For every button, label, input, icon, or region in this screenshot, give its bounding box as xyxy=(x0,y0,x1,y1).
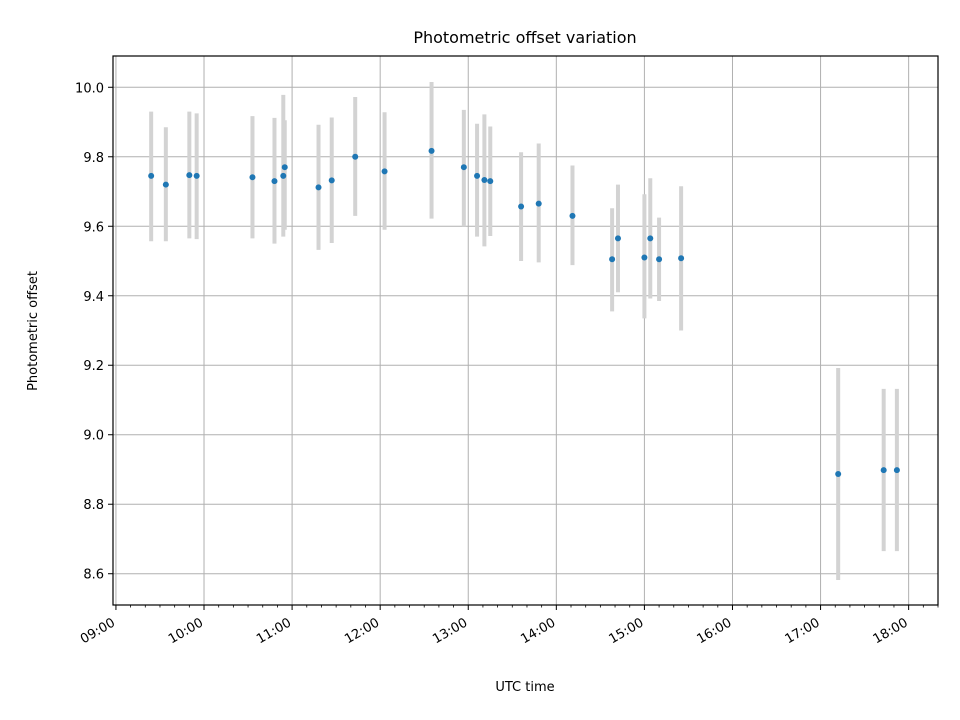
x-tick-label: 11:00 xyxy=(254,615,294,647)
data-point xyxy=(328,177,335,184)
x-tick-label: 13:00 xyxy=(430,615,470,647)
x-tick-label: 18:00 xyxy=(871,615,911,647)
y-axis-label: Photometric offset xyxy=(26,271,41,391)
y-tick-label: 9.6 xyxy=(83,220,104,235)
data-point xyxy=(315,184,322,191)
x-axis-ticks: 09:00 10:00 11:00 12:00 13:00 14:00 15:00 16:00… xyxy=(78,605,939,647)
data-point xyxy=(647,235,654,242)
data-point xyxy=(569,212,576,219)
data-point xyxy=(148,172,155,179)
data-point xyxy=(281,164,288,171)
point-layer xyxy=(148,147,900,478)
data-point xyxy=(352,153,359,160)
y-tick-label: 10.0 xyxy=(75,81,104,96)
chart-title: Photometric offset variation xyxy=(413,28,636,47)
data-point xyxy=(880,467,887,474)
x-tick-label: 14:00 xyxy=(518,615,558,647)
y-tick-label: 9.4 xyxy=(83,290,104,305)
x-tick-label: 09:00 xyxy=(78,615,118,647)
x-tick-label: 15:00 xyxy=(606,615,646,647)
x-tick-label: 12:00 xyxy=(342,615,382,647)
y-axis-ticks: 8.6 8.8 9.0 9.2 9.4 9.6 9.8 10.0 xyxy=(75,81,113,583)
y-tick-label: 9.8 xyxy=(83,151,104,166)
data-point xyxy=(609,256,616,263)
data-point xyxy=(893,467,900,474)
plot-frame xyxy=(112,55,939,606)
data-point xyxy=(835,471,842,478)
data-point xyxy=(271,178,278,185)
data-point xyxy=(535,200,542,207)
x-tick-label: 17:00 xyxy=(783,615,823,647)
data-point xyxy=(487,178,494,185)
data-point xyxy=(280,172,287,179)
data-point xyxy=(381,168,388,175)
x-tick-label: 16:00 xyxy=(695,615,735,647)
data-point xyxy=(460,164,467,171)
data-point xyxy=(678,255,685,262)
data-point xyxy=(474,172,481,179)
data-point xyxy=(481,177,488,184)
data-point xyxy=(656,256,663,263)
y-tick-label: 9.2 xyxy=(83,359,104,374)
data-point xyxy=(193,172,200,179)
data-point xyxy=(186,172,193,179)
data-point xyxy=(641,254,648,261)
data-point xyxy=(162,181,169,188)
grid-layer xyxy=(113,56,938,605)
data-point xyxy=(614,235,621,242)
y-tick-label: 8.8 xyxy=(83,498,104,513)
x-axis-label: UTC time xyxy=(495,680,554,695)
data-point xyxy=(518,203,525,210)
x-tick-label: 10:00 xyxy=(166,615,206,647)
y-tick-label: 8.6 xyxy=(83,568,104,583)
y-tick-label: 9.0 xyxy=(83,429,104,444)
data-point xyxy=(249,174,256,181)
data-point xyxy=(428,147,435,154)
